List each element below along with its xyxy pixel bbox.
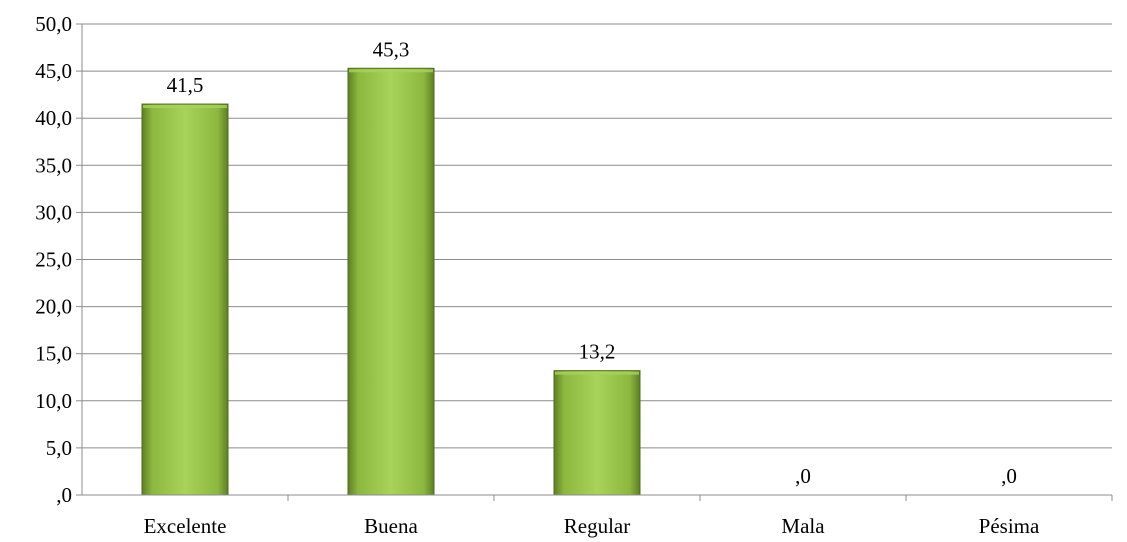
data-label: ,0 — [1001, 464, 1017, 488]
bar-bevel — [555, 371, 639, 375]
data-label: 45,3 — [373, 37, 410, 61]
x-category-label: Mala — [781, 514, 825, 538]
data-label: 13,2 — [579, 340, 616, 364]
y-axis-ticks: ,0 5,0 10,0 15,0 20,0 25,0 30,0 35,0 40,0 45,0 50,… — [35, 12, 82, 507]
y-tick-label: 25,0 — [35, 248, 72, 272]
bar-regular — [553, 370, 641, 496]
x-category-label: Excelente — [144, 514, 227, 538]
x-category-label: Pésima — [979, 514, 1040, 538]
data-label: ,0 — [795, 464, 811, 488]
x-category-label: Buena — [364, 514, 418, 538]
data-label: 41,5 — [167, 73, 204, 97]
bar-bevel — [143, 105, 227, 109]
bar-bevel — [349, 69, 433, 73]
y-tick-label: 20,0 — [35, 295, 72, 319]
gridlines — [82, 23, 1112, 449]
bar-excelente — [141, 103, 229, 496]
y-tick-label: 10,0 — [35, 389, 72, 413]
y-tick-label: 40,0 — [35, 106, 72, 130]
y-tick-label: ,0 — [56, 483, 72, 507]
x-category-label: Regular — [564, 514, 630, 538]
y-tick-label: 35,0 — [35, 153, 72, 177]
y-tick-label: 50,0 — [35, 12, 72, 36]
y-tick-label: 30,0 — [35, 200, 72, 224]
y-tick-label: 15,0 — [35, 342, 72, 366]
bars — [141, 67, 641, 496]
data-labels: 41,5 45,3 13,2 ,0 ,0 — [167, 37, 1017, 488]
x-axis-categories: Excelente Buena Regular Mala Pésima — [144, 495, 1113, 538]
y-tick-label: 45,0 — [35, 59, 72, 83]
bar-buena — [347, 67, 435, 496]
y-tick-label: 5,0 — [46, 436, 72, 460]
